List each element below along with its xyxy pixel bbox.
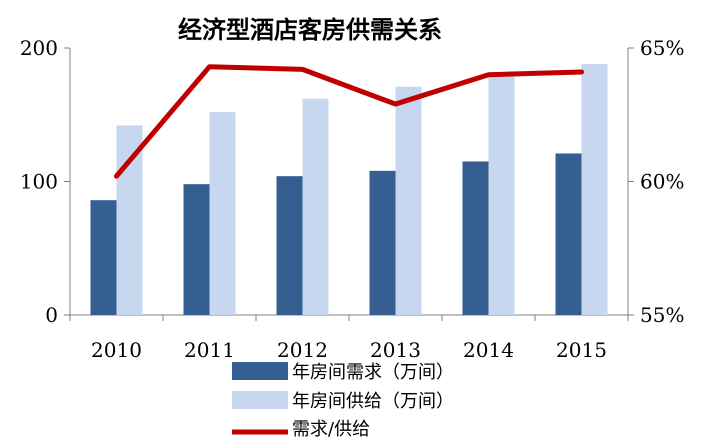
bar-demand bbox=[276, 176, 303, 315]
right-tick-label: 55% bbox=[640, 303, 684, 327]
left-tick-label: 0 bbox=[45, 303, 58, 327]
legend-swatch bbox=[232, 391, 288, 409]
right-tick-label: 65% bbox=[640, 36, 684, 60]
plot-area: 0 100 200 55% 60% 65% 2010 2011 2012 2013 2014 2015 bbox=[20, 36, 685, 362]
x-tick-label: 2010 bbox=[91, 338, 142, 362]
right-tick-label: 60% bbox=[640, 170, 684, 194]
legend: 年房间需求（万间） 年房间供给（万间） 需求/供给 bbox=[232, 362, 454, 440]
bar-demand bbox=[462, 161, 489, 315]
bar-demand bbox=[90, 200, 117, 315]
left-tick-label: 200 bbox=[20, 36, 58, 60]
left-tick-label: 100 bbox=[20, 170, 58, 194]
bar-supply bbox=[488, 73, 515, 316]
x-tick-label: 2015 bbox=[556, 338, 607, 362]
legend-label: 需求/供给 bbox=[292, 419, 370, 440]
bar-demand bbox=[369, 170, 396, 315]
x-tick-label: 2014 bbox=[463, 338, 514, 362]
x-tick-label: 2012 bbox=[277, 338, 328, 362]
bar-demand bbox=[555, 153, 582, 315]
legend-label: 年房间需求（万间） bbox=[292, 362, 454, 383]
series-line-ratio bbox=[114, 64, 584, 179]
bar-supply bbox=[302, 98, 329, 315]
bar-supply bbox=[209, 112, 236, 315]
x-tick-label: 2011 bbox=[184, 338, 235, 362]
chart-title: 经济型酒店客房供需关系 bbox=[178, 16, 442, 44]
legend-label: 年房间供给（万间） bbox=[292, 391, 454, 412]
bar-supply bbox=[395, 86, 422, 315]
bar-demand bbox=[183, 184, 210, 315]
bar-supply bbox=[581, 64, 608, 316]
x-tick-label: 2013 bbox=[370, 338, 421, 362]
legend-swatch bbox=[232, 362, 288, 380]
